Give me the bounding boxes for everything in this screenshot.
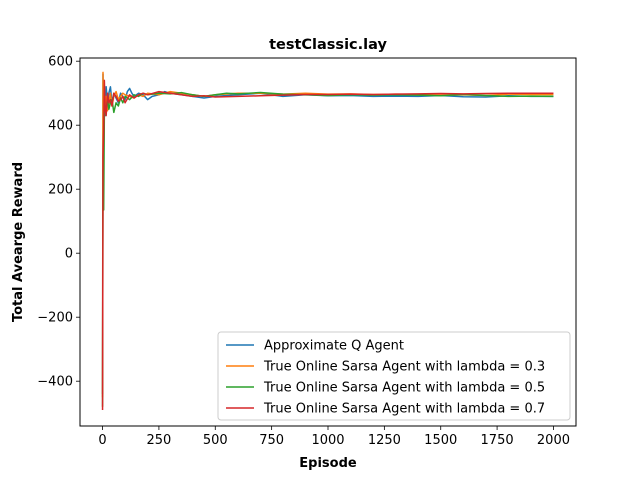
legend-label-3: True Online Sarsa Agent with lambda = 0.… xyxy=(263,381,545,396)
x-axis-label: Episode xyxy=(299,456,357,471)
legend-label-1: Approximate Q Agent xyxy=(264,339,404,354)
x-tick-label: 250 xyxy=(146,433,171,448)
y-tick-label: 600 xyxy=(48,55,73,70)
x-tick-label: 0 xyxy=(98,433,106,448)
y-tick-label: 400 xyxy=(48,119,73,134)
y-tick-label: −200 xyxy=(37,311,73,326)
x-tick-label: 1000 xyxy=(311,433,344,448)
y-tick-label: −400 xyxy=(37,375,73,390)
series-line-1 xyxy=(101,73,554,395)
legend-box xyxy=(217,331,571,421)
x-tick-label: 750 xyxy=(259,433,284,448)
x-tick-label: 1500 xyxy=(424,433,457,448)
x-axis-ticks: 0 250 500 750 1000 1250 1500 1750 2000 xyxy=(98,426,570,448)
x-tick-label: 1250 xyxy=(368,433,401,448)
y-tick-label: 200 xyxy=(48,183,73,198)
y-axis-ticks: −400 −200 0 200 400 600 xyxy=(37,55,80,390)
x-tick-label: 500 xyxy=(203,433,228,448)
x-tick-label: 2000 xyxy=(537,433,570,448)
y-tick-label: 0 xyxy=(65,247,73,262)
series-line-4 xyxy=(101,79,554,411)
legend: Approximate Q Agent True Online Sarsa Age… xyxy=(217,331,571,421)
x-tick-label: 1750 xyxy=(481,433,514,448)
legend-label-4: True Online Sarsa Agent with lambda = 0.… xyxy=(263,402,545,417)
y-axis-label: Total Avearge Reward xyxy=(11,162,26,322)
plot-layer xyxy=(101,71,554,411)
chart-title: testClassic.lay xyxy=(269,37,387,53)
legend-label-2: True Online Sarsa Agent with lambda = 0.… xyxy=(263,360,545,375)
